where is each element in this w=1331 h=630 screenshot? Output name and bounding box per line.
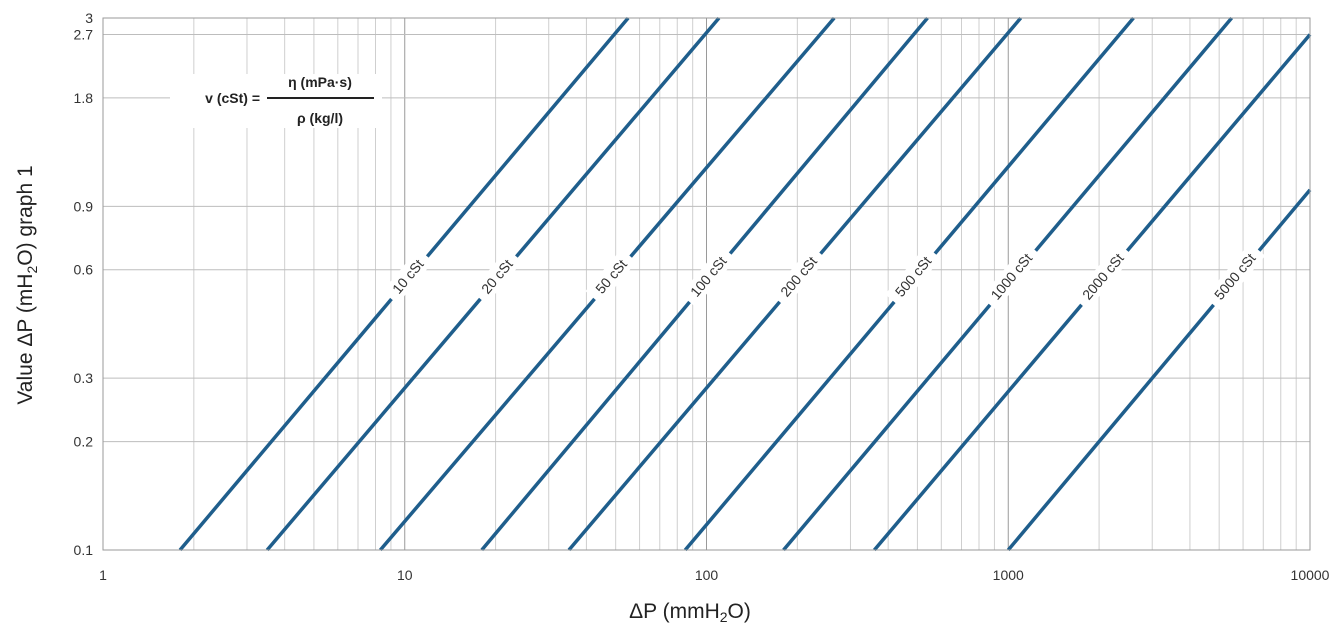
series-label-background bbox=[585, 248, 637, 305]
series-label-group: 50 cSt bbox=[585, 248, 637, 305]
series-label-group: 200 cSt bbox=[770, 245, 827, 308]
formula-numerator: η (mPa·s) bbox=[288, 74, 352, 90]
y-tick-label: 0.2 bbox=[74, 434, 94, 450]
series-label-group: 5000 cSt bbox=[1204, 242, 1266, 311]
series-label: 100 cSt bbox=[687, 253, 730, 300]
series-label: 500 cSt bbox=[892, 253, 935, 300]
y-axis-title: Value ΔP (mH2O) graph 1 bbox=[14, 165, 40, 404]
x-tick-label: 10000 bbox=[1291, 567, 1330, 583]
formula: v (cSt) = η (mPa·s) ρ (kg/l) bbox=[170, 74, 382, 128]
series-label-background bbox=[770, 245, 827, 308]
y-tick-label: 0.3 bbox=[74, 370, 94, 386]
series-label: 200 cSt bbox=[777, 253, 820, 300]
series-label-group: 20 cSt bbox=[471, 248, 523, 305]
x-tick-label: 10 bbox=[397, 567, 413, 583]
series-label-group: 10 cSt bbox=[382, 248, 434, 305]
formula-background bbox=[170, 74, 382, 128]
series-label-group: 100 cSt bbox=[680, 245, 737, 308]
y-tick-label: 0.6 bbox=[74, 262, 94, 278]
series-label-group: 1000 cSt bbox=[980, 242, 1042, 310]
series-label-background bbox=[471, 248, 523, 305]
series-label-background bbox=[680, 245, 737, 308]
axes: 1 10 100 1000 10000 0.1 0.2 0.3 0.6 0.9 1.8 2.73 bbox=[74, 10, 1330, 583]
series-label: 2000 cSt bbox=[1079, 250, 1127, 303]
y-tick-label: 2.7 bbox=[74, 26, 94, 42]
y-tick-label: 0.1 bbox=[74, 542, 94, 558]
y-tick-label: 3 bbox=[85, 10, 93, 26]
x-tick-label: 100 bbox=[695, 567, 719, 583]
series-labels: 10 cSt 20 cSt 50 cSt 100 cSt 200 cSt 500 cSt 1… bbox=[382, 242, 1266, 311]
x-axis-title: ΔP (mmH2O) bbox=[629, 600, 751, 625]
y-tick-label: 1.8 bbox=[74, 90, 94, 106]
series-label-group: 500 cSt bbox=[885, 245, 942, 308]
formula-denominator: ρ (kg/l) bbox=[297, 110, 343, 126]
y-tick-label: 0.9 bbox=[74, 198, 94, 214]
series-label: 5000 cSt bbox=[1211, 250, 1259, 303]
formula-lhs: v (cSt) = bbox=[205, 90, 260, 106]
series-label-background bbox=[885, 245, 942, 308]
series-label-background bbox=[1072, 242, 1134, 310]
series-label-background bbox=[382, 248, 434, 305]
series-label-background bbox=[980, 242, 1042, 310]
series-label-background bbox=[1204, 242, 1266, 311]
series-line bbox=[1006, 188, 1312, 552]
series-label-group: 2000 cSt bbox=[1072, 242, 1134, 310]
x-tick-label: 1000 bbox=[993, 567, 1024, 583]
x-tick-label: 1 bbox=[99, 567, 107, 583]
plot-frame bbox=[102, 17, 1311, 551]
